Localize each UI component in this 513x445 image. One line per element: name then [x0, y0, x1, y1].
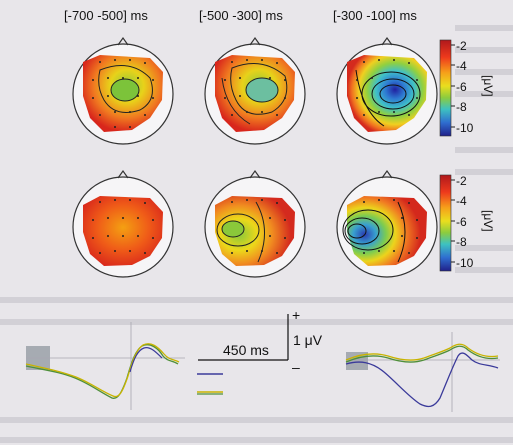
topomap-row1-col1 [72, 36, 174, 145]
scale-minus: – [292, 359, 300, 375]
topomap-row1-col2 [204, 36, 306, 145]
erp-left-trace-yellow [25, 343, 180, 398]
colorbar-top-tick-2: -4 [456, 59, 467, 73]
page-background-lines [0, 25, 513, 443]
erp-panel-left [25, 322, 185, 410]
colorbar-top: -2 -4 -6 -8 -10 [μV] [439, 39, 495, 137]
scale-bar: + 1 μV – 450 ms [198, 307, 323, 375]
scale-plus: + [292, 307, 300, 323]
interval-label-3: [-300 -100] ms [333, 8, 417, 23]
colorbar-bottom-tick-4: -8 [456, 235, 467, 249]
colorbar-top-tick-1: -2 [456, 39, 467, 53]
legend-swatches [197, 373, 223, 395]
colorbar-bottom-tick-2: -4 [456, 194, 467, 208]
scale-time: 450 ms [223, 342, 269, 358]
erp-right-trace-blue [345, 352, 499, 408]
erp-left-trace-blue [129, 347, 163, 373]
colorbar-top-tick-3: -6 [456, 80, 467, 94]
scale-amplitude: 1 μV [293, 332, 323, 348]
interval-label-1: [-700 -500] ms [64, 8, 148, 23]
colorbar-top-tick-4: -8 [456, 100, 467, 114]
topomap-row2-col2 [204, 169, 306, 278]
colorbar-bottom-tick-1: -2 [456, 174, 467, 188]
topomap-row2-col1 [72, 169, 174, 278]
colorbar-bottom: -2 -4 -6 -8 -10 [μV] [439, 174, 495, 272]
topomap-row1-col3 [336, 36, 438, 145]
colorbar-bottom-tick-3: -6 [456, 215, 467, 229]
colorbar-bottom-tick-5: -10 [456, 256, 474, 270]
colorbar-top-tick-5: -10 [456, 121, 474, 135]
interval-label-2: [-500 -300] ms [199, 8, 283, 23]
topomap-row2-col3 [336, 169, 438, 278]
erp-panel-right [345, 332, 500, 412]
erp-right-trace-yellow [345, 343, 499, 361]
erp-right-trace-green [345, 345, 499, 363]
colorbar-bottom-unit: [μV] [481, 210, 495, 232]
colorbar-top-unit: [μV] [481, 75, 495, 97]
